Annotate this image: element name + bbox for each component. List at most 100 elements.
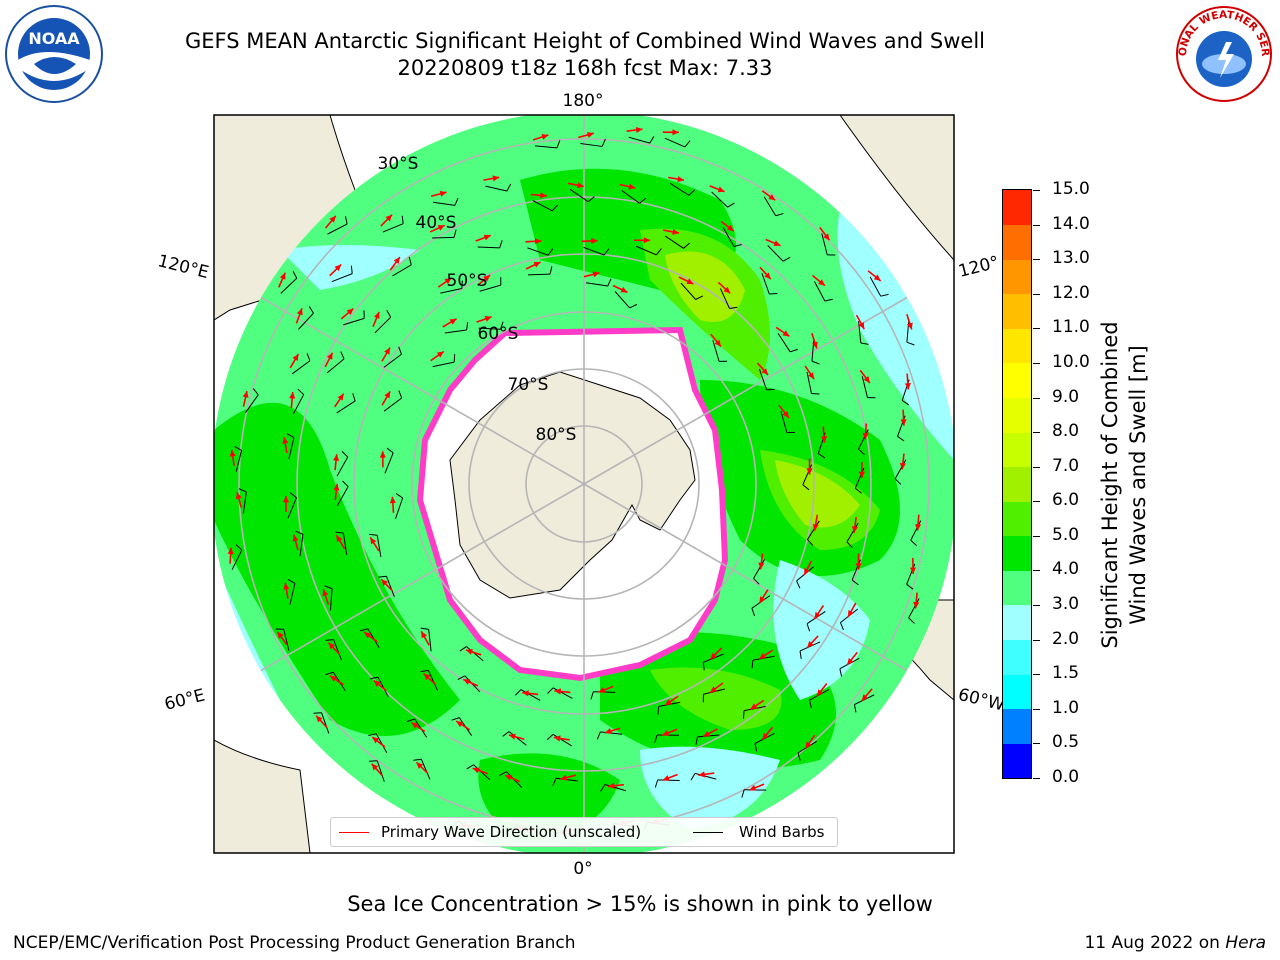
wind-barb-flag — [751, 608, 756, 616]
wind-barb-flag — [368, 733, 377, 737]
wave-arrowhead — [540, 192, 547, 199]
wind-barb — [814, 281, 826, 302]
wind-barb-flag — [546, 733, 554, 741]
wave-arrowhead — [586, 131, 594, 138]
wind-barb-flag — [733, 244, 742, 247]
wind-barb-flag — [466, 322, 469, 331]
wind-barb-flag — [908, 617, 915, 624]
wind-barb — [527, 247, 549, 256]
wave-arrowhead — [717, 186, 725, 193]
wind-barb-flag — [352, 393, 356, 402]
wave-arrowhead — [279, 272, 286, 280]
wave-arrowhead — [242, 391, 249, 398]
wind-barb — [432, 236, 455, 239]
colorbar-tick-label: 13.0 — [1052, 248, 1090, 269]
wind-barb-flag — [806, 623, 811, 632]
wind-barb-flag — [846, 541, 853, 549]
wave-arrowhead — [553, 735, 561, 742]
wind-barb-flag — [401, 215, 404, 224]
wave-arrowhead — [330, 675, 337, 682]
wind-barb-flag — [378, 575, 387, 578]
wind-barb-flag — [252, 388, 259, 396]
wind-barb-flag — [775, 213, 784, 217]
colorbar-segment — [1003, 674, 1031, 710]
colorbar-tick-label: 0.0 — [1052, 767, 1080, 787]
wind-barb — [242, 491, 247, 514]
wave-arrowhead — [439, 190, 447, 197]
wave-arrowhead — [346, 308, 354, 315]
lat-label: 80°S — [536, 425, 577, 445]
colorbar-tick — [1033, 432, 1040, 434]
wave-arrowhead — [436, 351, 444, 358]
wind-barb — [520, 689, 541, 701]
wind-barb-flag — [459, 646, 467, 652]
wind-barb-flag — [655, 248, 662, 256]
colorbar-segment — [1003, 605, 1031, 641]
wave-arrowhead — [296, 308, 303, 316]
wind-barb — [287, 497, 297, 519]
wind-barb-flag — [369, 533, 378, 536]
wind-barb — [383, 353, 402, 368]
wave-arrowhead — [773, 240, 781, 247]
wind-barb-flag — [549, 266, 553, 275]
colorbar-segment — [1003, 501, 1031, 537]
colorbar-tick — [1033, 674, 1040, 676]
wave-arrowhead — [759, 596, 766, 604]
colorbar-tick-label: 12.0 — [1052, 282, 1090, 303]
colorbar-tick — [1033, 501, 1040, 503]
colorbar-tick — [1033, 293, 1040, 295]
wind-barb — [719, 288, 730, 309]
wind-barb — [392, 264, 412, 277]
wind-barb — [585, 282, 608, 287]
chart-title: GEFS MEAN Antarctic Significant Height o… — [184, 29, 986, 53]
wind-barb — [761, 273, 770, 295]
wind-barb-flag — [413, 758, 422, 761]
wave-arrowhead — [628, 183, 636, 190]
meridian-line — [583, 483, 931, 685]
wave-arrowhead — [483, 275, 491, 282]
colorbar-tick-label: 5.0 — [1052, 524, 1080, 545]
wind-barb-flag — [547, 687, 554, 694]
wind-barb — [333, 639, 342, 661]
lat-label: 70°S — [508, 375, 549, 395]
noaa-logo: NOAA — [4, 4, 104, 104]
wave-arrowhead — [608, 782, 615, 789]
wind-barb-flag — [684, 140, 691, 148]
wave-arrowhead — [484, 315, 492, 322]
wave-arrowhead — [336, 535, 343, 543]
wave-arrowhead — [698, 771, 706, 778]
wind-barb — [376, 760, 385, 782]
lon-label-120w: 120° — [957, 252, 1002, 281]
wind-barb — [291, 360, 311, 375]
wave-arrowhead — [322, 589, 329, 597]
wind-barb — [466, 646, 484, 662]
wind-barb — [329, 588, 333, 611]
wind-barb-flag — [753, 578, 760, 585]
wave-arrowhead — [533, 262, 541, 268]
wind-barb-flag — [596, 731, 601, 740]
wind-barb — [669, 183, 690, 196]
wave-arrowhead — [851, 526, 858, 533]
wind-barb — [440, 288, 462, 294]
wave-arrowhead — [492, 175, 500, 182]
wind-barb — [485, 185, 508, 192]
wind-barb — [336, 400, 356, 414]
wind-barb — [374, 316, 392, 334]
wave-arrowhead — [292, 354, 299, 362]
wave-arrowhead — [384, 391, 391, 399]
wave-arrowhead — [749, 784, 757, 791]
wind-barb — [478, 327, 501, 330]
wind-barb — [235, 450, 243, 472]
colorbar — [1002, 189, 1032, 779]
colorbar-segment — [1003, 535, 1031, 571]
wave-arrowhead — [906, 322, 913, 330]
wind-barb-flag — [500, 321, 504, 330]
wind-barb — [908, 598, 920, 619]
wind-barb-flag — [551, 204, 559, 212]
wave-arrowhead — [421, 631, 428, 639]
wave-arrowhead — [915, 524, 922, 531]
wind-barb-flag — [811, 360, 820, 365]
wind-barb — [428, 629, 432, 652]
wind-barb — [552, 733, 573, 747]
colorbar-segment — [1003, 224, 1031, 260]
